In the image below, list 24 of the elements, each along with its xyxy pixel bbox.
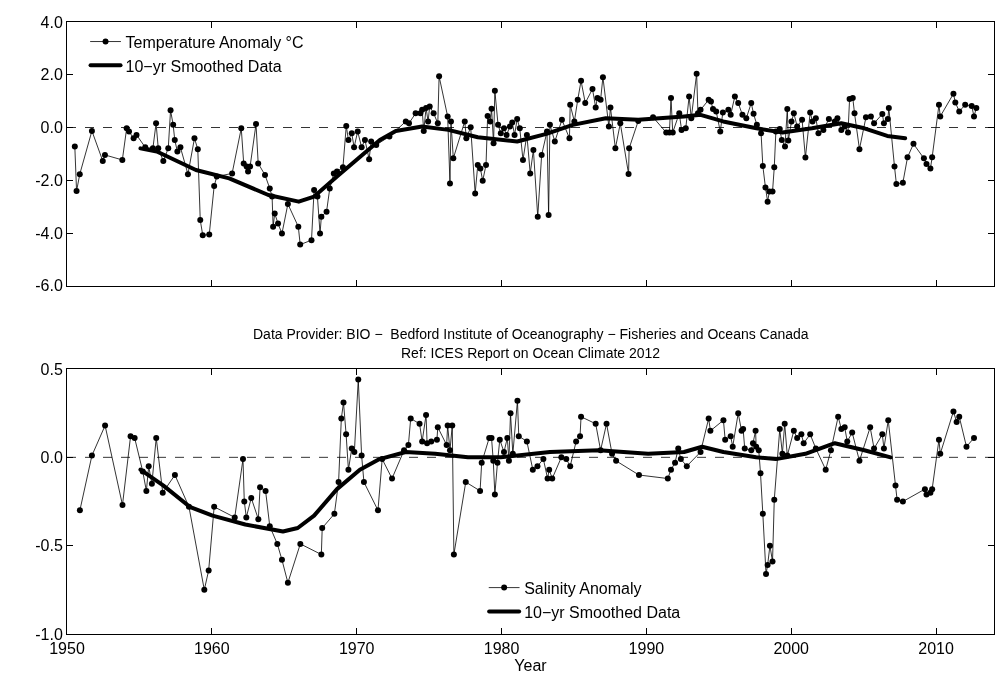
- x-tick-label: 1950: [49, 640, 85, 658]
- chart-subtitle: Ref: ICES Report on Ocean Climate 2012: [401, 345, 661, 361]
- x-tick-label: 1990: [628, 640, 665, 658]
- y-tick-label: -1.0: [35, 625, 63, 643]
- legend-label: 10−yr Smoothed Data: [524, 603, 681, 621]
- y-tick-label: -6.0: [35, 277, 63, 295]
- chart-title: Data Provider: BIO − Bedford Institute of Oceanography − Fisheries and Oceans Canada: [253, 326, 809, 342]
- x-tick-label: 1960: [194, 640, 230, 658]
- y-tick-label: -4.0: [35, 224, 63, 242]
- y-tick-label: 0.5: [40, 360, 63, 378]
- x-tick-label: 2010: [918, 640, 954, 658]
- x-tick-label: 1970: [338, 640, 375, 658]
- y-tick-label: 4.0: [40, 13, 63, 31]
- legend-label: Temperature Anomaly °C: [125, 33, 304, 51]
- x-tick-label: 1980: [483, 640, 520, 658]
- legend-label: 10−yr Smoothed Data: [125, 57, 282, 75]
- y-tick-label: -2.0: [35, 171, 63, 189]
- x-tick-label: 2000: [773, 640, 810, 658]
- legend-label: Salinity Anomaly: [524, 579, 642, 597]
- y-tick-label: 0.0: [40, 119, 63, 137]
- x-axis-title: Year: [514, 657, 548, 675]
- y-tick-label: 2.0: [40, 66, 63, 84]
- y-tick-label: 0.0: [40, 448, 63, 466]
- y-tick-label: -0.5: [35, 537, 63, 555]
